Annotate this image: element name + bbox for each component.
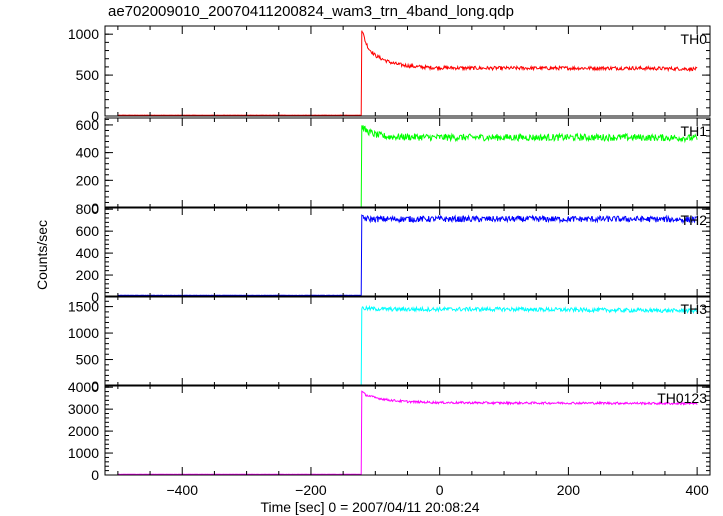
y-tick-label: 1000	[68, 445, 99, 461]
y-axis-title: Counts/sec	[34, 220, 50, 290]
series-line-th1	[117, 125, 698, 208]
panel-frame	[104, 25, 711, 117]
panels-layer: 0 500 1000 TH0 0 200 400 600 TH1 0 200 400 600 800 TH2…	[68, 25, 711, 483]
panel-frame	[104, 384, 711, 476]
panel-label-th0123: TH0123	[657, 390, 707, 406]
series-line-th0123	[117, 390, 698, 475]
y-tick-label: 0	[91, 378, 99, 394]
chart-title: ae702009010_20070411200824_wam3_trn_4ban…	[108, 3, 514, 20]
panel-th2: 0 200 400 600 800 TH2	[76, 201, 711, 305]
y-tick-label: 1000	[68, 325, 99, 341]
y-tick-label: 400	[76, 245, 100, 261]
series-line-th2	[117, 214, 698, 297]
y-tick-label: 0	[91, 108, 99, 124]
y-tick-label: 0	[91, 289, 99, 305]
y-tick-label: 800	[76, 201, 100, 217]
panel-th0: 0 500 1000 TH0	[68, 25, 711, 124]
panel-label-th0: TH0	[681, 31, 708, 47]
x-tick-label: 400	[685, 482, 709, 498]
panel-label-th3: TH3	[681, 301, 708, 317]
x-tick-label: 0	[436, 482, 444, 498]
panel-label-th1: TH1	[681, 123, 708, 139]
y-tick-label: 1500	[68, 299, 99, 315]
x-axis-title: Time [sec] 0 = 2007/04/11 20:08:24	[260, 499, 479, 515]
panel-frame	[104, 117, 711, 209]
panel-th3: 0 500 1000 1500 TH3	[68, 295, 711, 394]
panel-th0123: 0 1000 2000 3000 4000 TH0123	[68, 379, 711, 483]
y-tick-label: 4000	[68, 379, 99, 395]
y-tick-label: 2000	[68, 423, 99, 439]
y-tick-label: 200	[76, 172, 100, 188]
x-axis: −400 −200 0 200 400	[166, 482, 709, 498]
x-tick-label: 200	[557, 482, 581, 498]
y-tick-label: 500	[76, 67, 100, 83]
y-tick-label: 500	[76, 352, 100, 368]
panel-th1: 0 200 400 600 TH1	[76, 117, 711, 216]
series-line-th3	[117, 304, 698, 387]
x-tick-label: −400	[166, 482, 198, 498]
y-tick-label: 400	[76, 145, 100, 161]
panel-label-th2: TH2	[681, 212, 708, 228]
y-tick-label: 0	[91, 467, 99, 483]
y-tick-label: 600	[76, 223, 100, 239]
y-tick-label: 3000	[68, 401, 99, 417]
series-line-th0	[117, 30, 698, 116]
x-tick-label: −200	[295, 482, 327, 498]
y-tick-label: 1000	[68, 26, 99, 42]
y-tick-label: 0	[91, 200, 99, 216]
y-tick-label: 200	[76, 267, 100, 283]
y-tick-label: 600	[76, 117, 100, 133]
